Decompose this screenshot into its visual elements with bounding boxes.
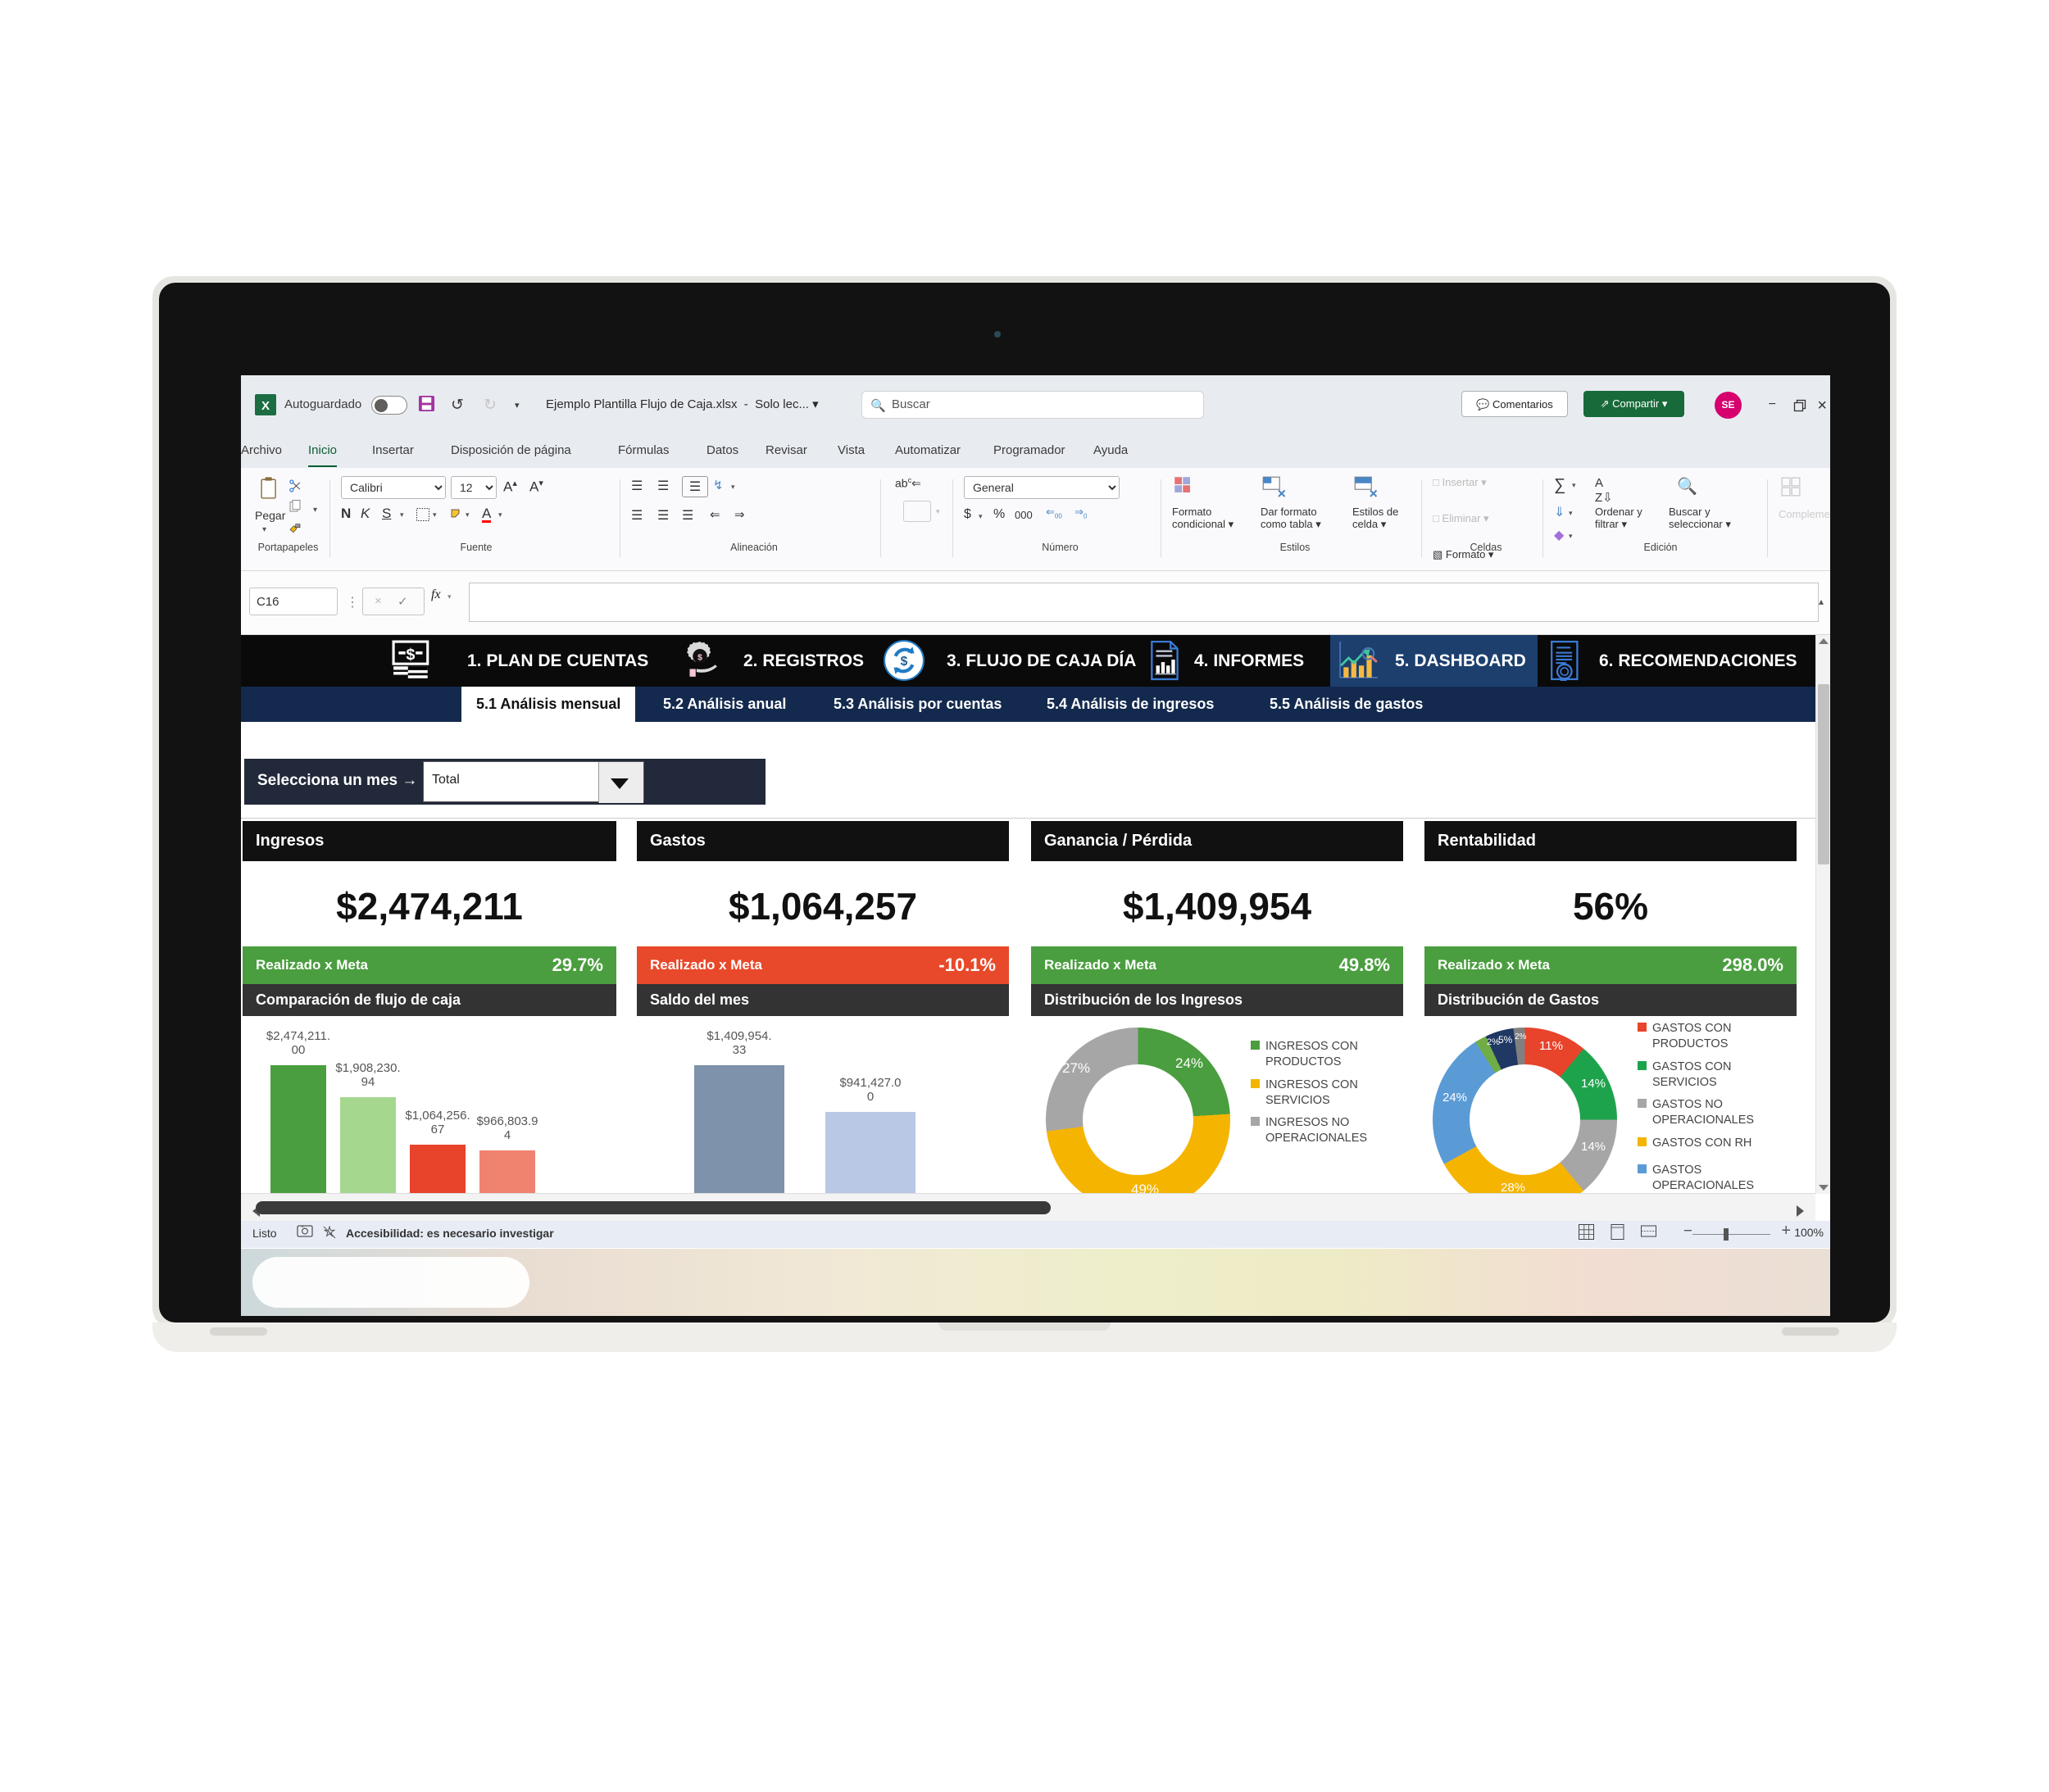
svg-text:$: $ [697,653,702,662]
svg-text:$: $ [406,646,415,664]
svg-text:$: $ [901,655,908,669]
svg-text:X: X [261,399,270,413]
